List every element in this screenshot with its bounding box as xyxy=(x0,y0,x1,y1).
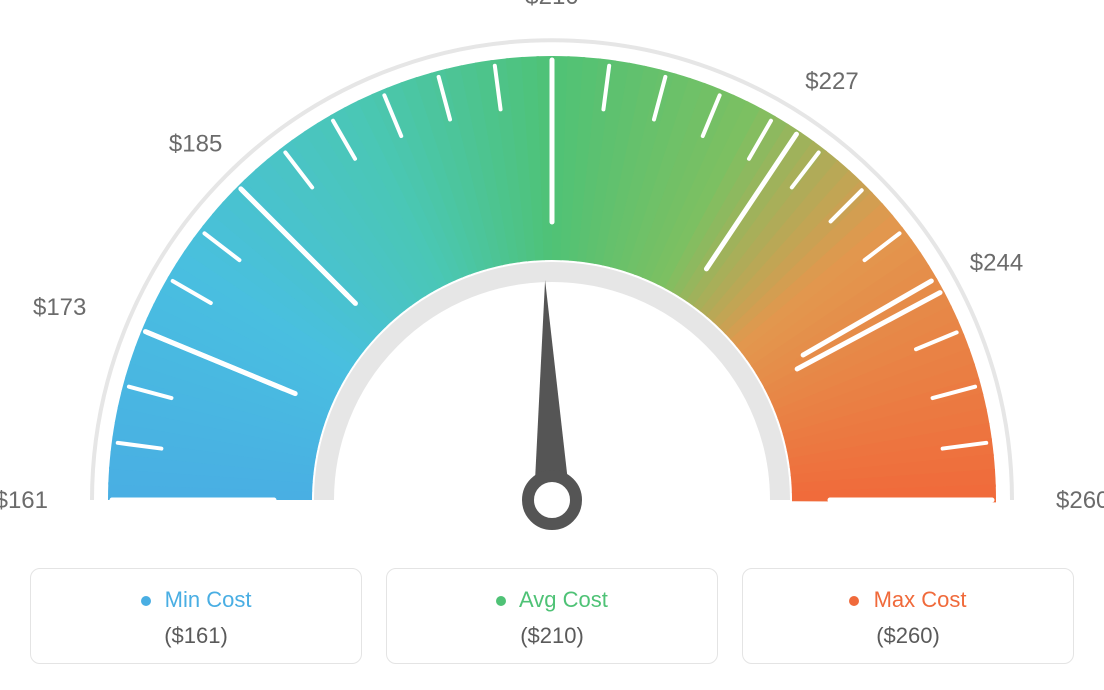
legend-value: ($260) xyxy=(755,623,1061,649)
dot-icon xyxy=(496,596,506,606)
legend-row: Min Cost ($161) Avg Cost ($210) Max Cost… xyxy=(30,568,1074,664)
legend-value: ($161) xyxy=(43,623,349,649)
svg-text:$173: $173 xyxy=(33,294,86,321)
legend-card-avg: Avg Cost ($210) xyxy=(386,568,718,664)
legend-label: Avg Cost xyxy=(519,587,608,612)
svg-text:$260: $260 xyxy=(1056,487,1104,514)
svg-text:$210: $210 xyxy=(525,0,578,10)
legend-value: ($210) xyxy=(399,623,705,649)
legend-label: Max Cost xyxy=(874,587,967,612)
legend-title-min: Min Cost xyxy=(43,587,349,613)
dot-icon xyxy=(849,596,859,606)
svg-text:$227: $227 xyxy=(805,68,858,95)
legend-card-min: Min Cost ($161) xyxy=(30,568,362,664)
dot-icon xyxy=(141,596,151,606)
legend-title-max: Max Cost xyxy=(755,587,1061,613)
legend-title-avg: Avg Cost xyxy=(399,587,705,613)
svg-text:$161: $161 xyxy=(0,487,48,514)
gauge-svg: $161 $173 $185 $210 $227 $244 $260 xyxy=(0,0,1104,560)
legend-card-max: Max Cost ($260) xyxy=(742,568,1074,664)
svg-text:$244: $244 xyxy=(970,249,1023,276)
svg-text:$185: $185 xyxy=(169,131,222,158)
gauge-chart: $161 $173 $185 $210 $227 $244 $260 xyxy=(0,0,1104,560)
legend-label: Min Cost xyxy=(165,587,252,612)
